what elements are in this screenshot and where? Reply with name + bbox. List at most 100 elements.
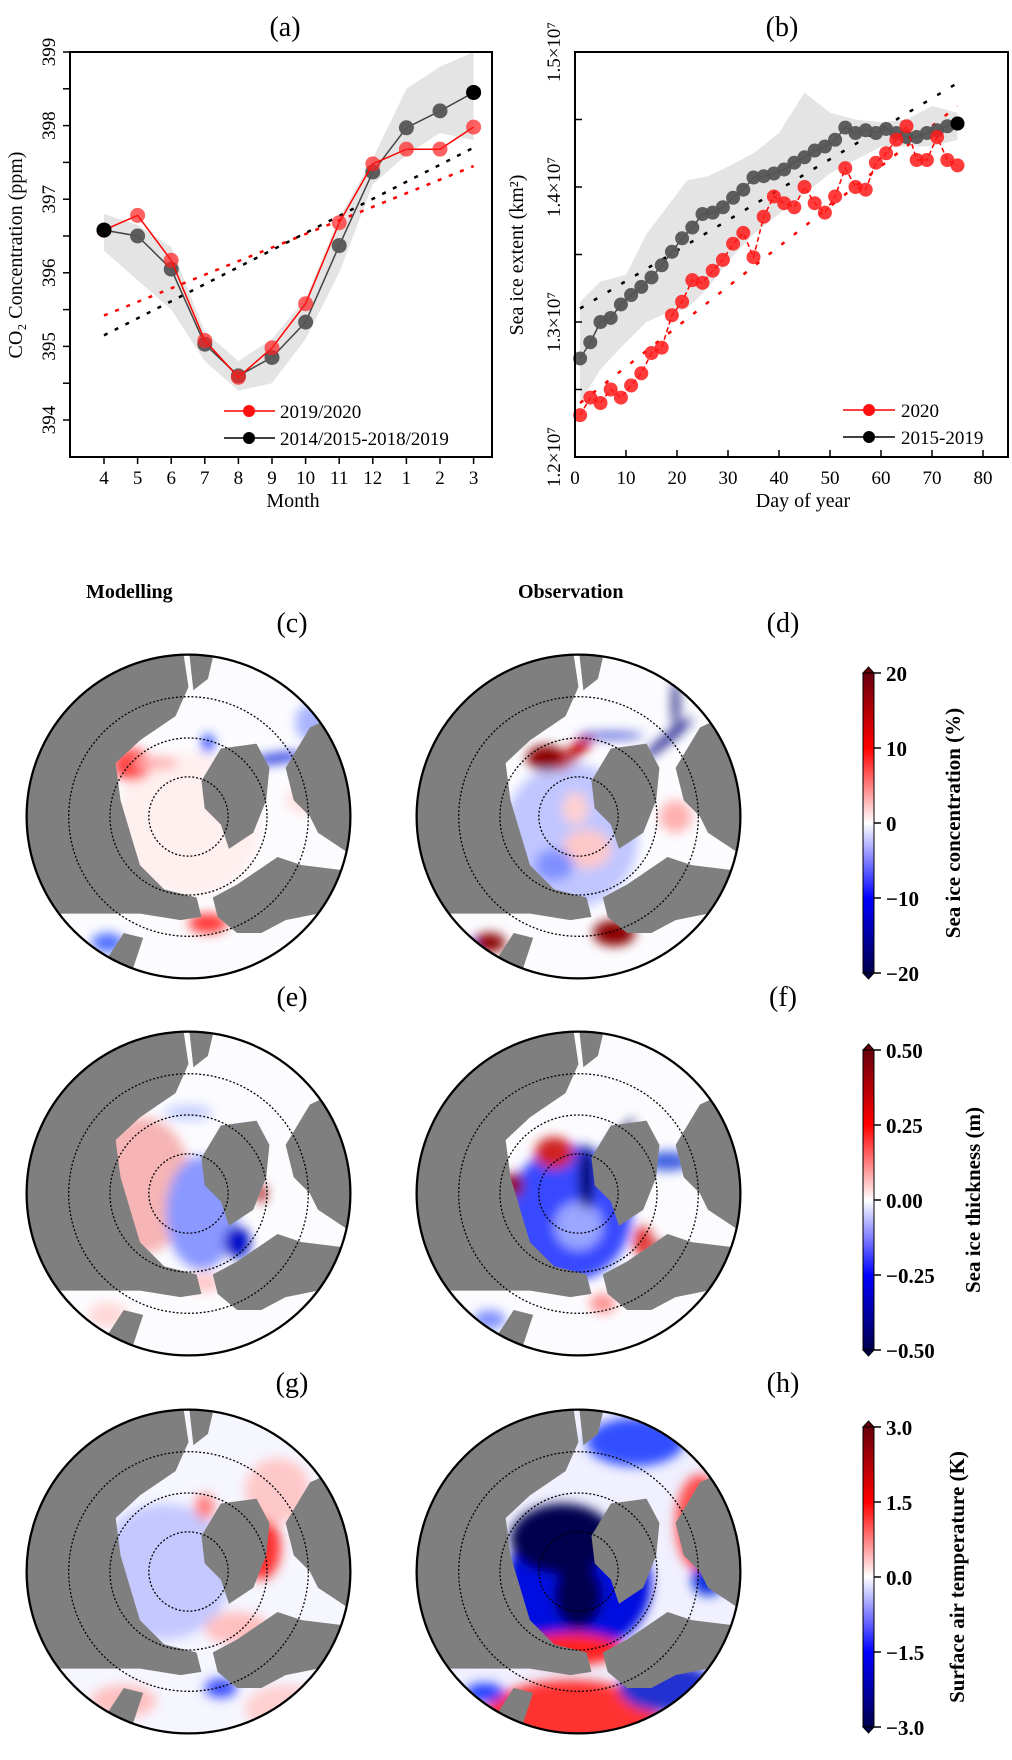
data-point [432,141,448,157]
x-tick-label: 50 [821,468,840,489]
data-point [817,139,832,154]
colorbars: 20 10 0 −10 −20 0.50 0.25 0.00 −0.25 −0.50 3.0 1.5 0… [861,662,935,1740]
data-point [624,288,639,302]
map-g-surface-air-temperature-model [25,1408,352,1735]
legend-marker [863,404,875,416]
data-point [889,132,904,147]
data-point [583,335,598,350]
legend-label: 2019/2020 [280,402,361,423]
map-e-sea-ice-thickness-model [25,1030,352,1357]
colorbar-extend-max [861,1420,876,1428]
data-point [398,141,414,157]
y-tick-label: 1.4×10⁷ [544,157,565,217]
data-point-end [950,116,965,131]
data-point [432,103,448,119]
data-point [603,382,618,397]
panel-a-xlabel: Month [266,490,319,512]
data-point [197,333,213,349]
data-point [746,170,761,185]
map-boundary [25,653,352,980]
x-tick-label: 5 [133,468,143,489]
x-tick-label: 7 [200,468,210,489]
column-header-modelling: Modelling [86,581,173,603]
data-point [950,158,965,173]
map-boundary [25,1408,352,1735]
data-point [398,120,414,136]
data-point [858,182,873,197]
colorbar-2-label: Sea ice thickness (m) [961,1107,985,1293]
uncertainty-band [104,52,474,391]
data-point [715,252,730,267]
colorbar-extend-min [861,1349,876,1357]
data-point [624,378,639,393]
uncertainty-band [580,92,958,403]
data-point [331,238,347,254]
colorbar-tick-label: −0.50 [886,1339,935,1363]
data-point [899,119,914,134]
data-point [365,156,381,172]
data-point [573,408,588,423]
latitude-circles [68,1073,309,1314]
map-boundary [25,1030,352,1357]
data-point [130,207,146,223]
legend-label: 2020 [901,401,939,422]
data-point [797,180,812,194]
panel-a-ylabel: CO₂ Concentration (ppm) [5,152,27,359]
colorbar-1-label: Sea ice concentration (%) [941,708,965,938]
data-point [466,119,482,135]
x-tick-label: 8 [234,468,244,489]
panel-g-title: (g) [276,1368,309,1399]
y-tick-label: 1.3×10⁷ [544,292,565,352]
x-tick-label: 3 [469,468,479,489]
colorbar-3-gradient [862,1426,875,1728]
colorbar-tick-label: −10 [886,887,919,911]
colorbar-extend-max [861,666,876,674]
colorbar-tick-label: 0 [886,812,897,836]
colorbar-tick-label: 3.0 [886,1416,912,1440]
data-point [331,215,347,231]
data-point [163,252,179,268]
legend-marker [243,405,255,417]
data-point [644,270,659,285]
x-tick-label: 10 [617,468,636,489]
map-h-surface-air-temperature-obs [415,1408,742,1735]
data-point [654,258,669,273]
data-point-end [466,84,482,100]
panel-c-title: (c) [276,608,307,639]
data-point [654,340,669,355]
data-point [736,182,751,197]
y-tick-label: 394 [39,405,60,434]
colorbar-1-gradient [862,672,875,974]
map-boundary [415,1030,742,1357]
data-point [909,153,924,167]
data-point [685,220,700,235]
data-point [264,340,280,356]
data-point [787,200,802,215]
colorbar-tick-label: −0.25 [886,1264,935,1288]
data-point [613,390,628,405]
colorbar-tick-label: 0.00 [886,1189,923,1213]
map-d-sea-ice-concentration-obs [415,653,742,980]
data-point [879,146,894,161]
data-point [675,294,690,309]
panel-a-title: (a) [269,12,300,43]
data-point [726,236,741,251]
panel-b-ylabel: Sea ice extent (km²) [506,175,528,336]
y-tick-label: 1.2×10⁷ [544,427,565,487]
x-tick-label: 80 [974,468,993,489]
data-point [573,351,588,366]
x-tick-label: 2 [435,468,445,489]
plot-frame [69,51,493,458]
map-boundary [415,653,742,980]
data-point [130,228,146,244]
colorbar-extend-min [861,972,876,980]
legend-marker [243,432,255,444]
data-point [828,132,843,147]
panel-a-chart: 4 5 6 7 8 9 10 11 12 1 2 33943953963973983992019/20… [39,38,493,489]
data-point [797,150,812,165]
data-point-start [96,222,112,238]
data-point [868,155,883,170]
x-tick-label: 12 [363,468,382,489]
data-point [766,189,781,204]
